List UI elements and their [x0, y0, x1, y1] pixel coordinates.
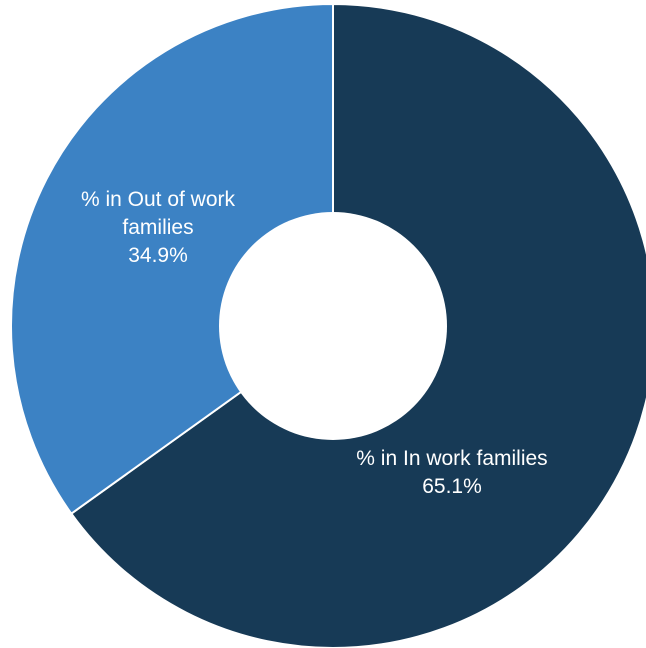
out-of-work-category-label: families: [122, 216, 193, 239]
in-work-category-label: % in In work families: [356, 447, 547, 470]
donut-hole: [219, 212, 447, 440]
slice-out-of-work: [10, 2, 334, 516]
out-of-work-value-label: 34.9%: [128, 244, 188, 267]
out-of-work-category-label: % in Out of work: [81, 188, 236, 211]
in-work-value-label: 65.1%: [422, 475, 482, 498]
labels-group: % in In work families 65.1% % in Out of wo…: [81, 188, 548, 498]
